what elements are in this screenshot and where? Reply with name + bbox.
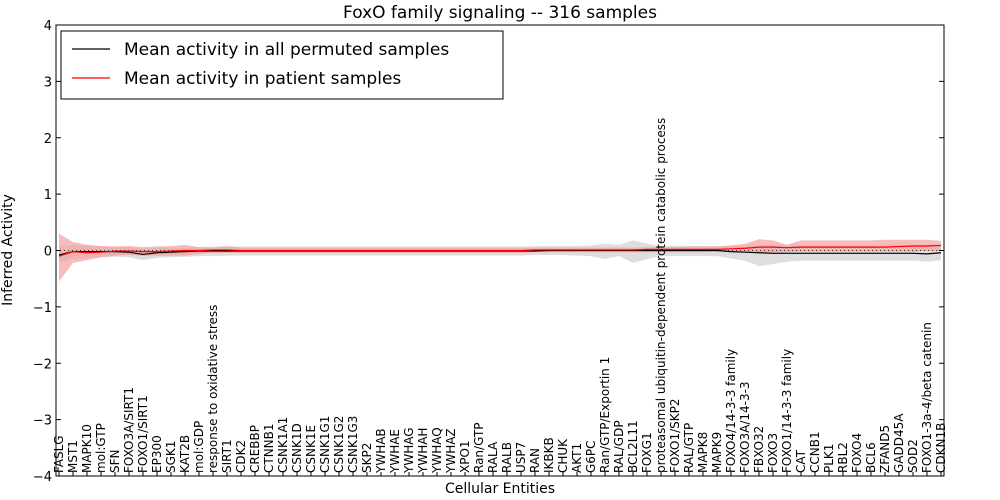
x-tick-label: mol:GDP xyxy=(192,421,206,473)
x-tick-label: MAPK8 xyxy=(696,432,710,473)
x-tick-label: RBL2 xyxy=(836,442,850,473)
x-tick-label: RALB xyxy=(500,442,514,473)
x-tick-label: Ran/GTP xyxy=(472,422,486,473)
x-tick-label: FOXO4/14-3-3 family xyxy=(724,349,738,473)
x-tick-label: YWHAQ xyxy=(430,427,444,474)
x-tick-label: CCNB1 xyxy=(808,431,822,473)
x-tick-label: FOXO3 xyxy=(766,433,780,473)
x-tick-label: KAT2B xyxy=(178,435,192,473)
y-tick-label: 1 xyxy=(44,188,52,203)
x-tick-label: RAL/GDP xyxy=(612,420,626,473)
y-tick-label: −3 xyxy=(33,414,52,429)
x-tick-label: RAL/GTP xyxy=(682,423,696,473)
x-tick-label: CSNK1G1 xyxy=(318,416,332,473)
x-tick-label: BCL6 xyxy=(864,442,878,473)
x-tick-label: FOXG1 xyxy=(640,432,654,473)
x-tick-label: YWHAZ xyxy=(444,428,458,474)
x-tick-label: EP300 xyxy=(150,435,164,473)
x-tick-label: CTNNB1 xyxy=(262,423,276,473)
y-tick-label: 4 xyxy=(44,19,52,34)
y-tick-label: 0 xyxy=(44,245,52,260)
x-tick-label: proteasomal ubiquitin-dependent protein … xyxy=(654,118,668,473)
x-tick-label: SOD2 xyxy=(906,439,920,473)
x-tick-label: response to oxidative stress xyxy=(206,305,220,473)
plot-area xyxy=(56,233,944,282)
x-tick-label: YWHAB xyxy=(374,428,388,474)
x-axis: FASLG MST1 MAPK10 mol:GTP SFN FOXO3A/SIRT1 FOX… xyxy=(52,118,948,476)
x-tick-label: FOXO1/SIRT1 xyxy=(136,395,150,473)
y-axis: 4 3 2 1 0 −1 −2 −3 −4 xyxy=(33,19,944,485)
legend: Mean activity in all permuted samples Me… xyxy=(60,30,504,100)
x-tick-label: mol:GTP xyxy=(94,423,108,473)
x-tick-label: CSNK1A1 xyxy=(276,417,290,473)
x-tick-label: SIRT1 xyxy=(220,439,234,473)
x-tick-label: RALA xyxy=(486,441,500,473)
x-tick-label: CDK2 xyxy=(234,440,248,473)
x-tick-label: CREBBP xyxy=(248,425,262,473)
x-tick-label: AKT1 xyxy=(570,443,584,473)
x-axis-label: Cellular Entities xyxy=(445,481,555,497)
x-tick-label: CAT xyxy=(794,449,808,473)
x-tick-label: FOXO1/SKP2 xyxy=(668,398,682,473)
x-tick-label: ZFAND5 xyxy=(878,425,892,473)
x-tick-label: G6PC xyxy=(584,440,598,473)
x-tick-label: FOXO3A/SIRT1 xyxy=(122,387,136,473)
x-tick-label: MAPK9 xyxy=(710,432,724,473)
x-tick-label: MAPK10 xyxy=(80,424,94,473)
x-tick-label: FOXO4 xyxy=(850,433,864,473)
x-tick-label: SKP2 xyxy=(360,443,374,473)
x-tick-label: MST1 xyxy=(66,440,80,473)
x-tick-label: FBXO32 xyxy=(752,426,766,473)
x-tick-label: CHUK xyxy=(556,438,570,473)
x-tick-label: FOXO3A/14-3-3 xyxy=(738,381,752,473)
x-tick-label: XPO1 xyxy=(458,440,472,473)
x-tick-label: SGK1 xyxy=(164,441,178,473)
y-tick-label: −1 xyxy=(33,301,52,316)
x-tick-label: Ran/GTP/Exportin 1 xyxy=(598,357,612,473)
x-tick-label: SFN xyxy=(108,450,122,474)
patient-mean-line xyxy=(58,244,942,257)
x-tick-label: CDKN1B xyxy=(934,423,948,473)
x-tick-label: CSNK1D xyxy=(290,423,304,473)
x-tick-label: CSNK1G3 xyxy=(346,416,360,473)
y-axis-label: Inferred Activity xyxy=(0,194,16,306)
x-tick-label: RAN xyxy=(528,448,542,473)
legend-box xyxy=(60,30,504,100)
x-tick-label: CSNK1G2 xyxy=(332,416,346,473)
legend-label-patient: Mean activity in patient samples xyxy=(124,69,401,89)
x-tick-label: BCL2L11 xyxy=(626,420,640,473)
x-tick-label: USP7 xyxy=(514,442,528,473)
y-tick-label: 2 xyxy=(44,132,52,147)
y-tick-label: −4 xyxy=(33,470,52,485)
x-tick-label: YWHAE xyxy=(388,429,402,474)
y-tick-label: −2 xyxy=(33,357,52,372)
x-tick-label: PLK1 xyxy=(822,444,836,473)
y-tick-label: 3 xyxy=(44,75,52,90)
legend-label-permuted: Mean activity in all permuted samples xyxy=(124,40,449,60)
x-tick-label: IKBKB xyxy=(542,437,556,473)
x-tick-label: CSNK1E xyxy=(304,425,318,473)
chart-title: FoxO family signaling -- 316 samples xyxy=(343,3,657,23)
x-tick-label: FOXO1-3a-4/beta catenin xyxy=(920,322,934,473)
x-tick-label: FASLG xyxy=(52,435,66,473)
x-tick-label: FOXO1/14-3-3 family xyxy=(780,349,794,473)
x-tick-label: YWHAH xyxy=(416,428,430,474)
x-tick-label: GADD45A xyxy=(892,413,906,473)
x-tick-label: YWHAG xyxy=(402,427,416,474)
